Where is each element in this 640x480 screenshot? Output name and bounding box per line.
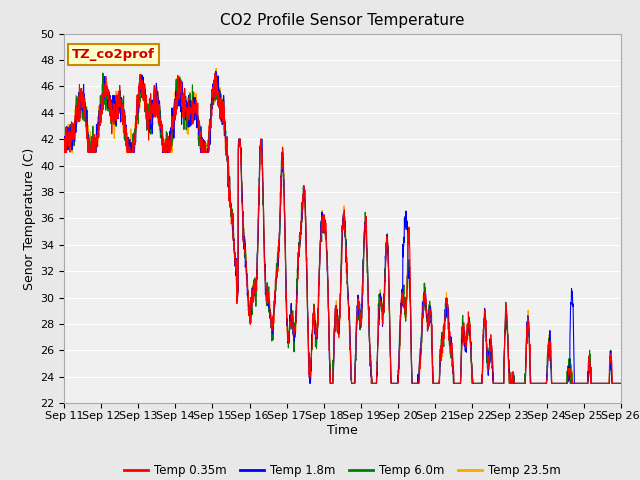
- Temp 6.0m: [584, 381, 591, 386]
- Temp 1.8m: [60, 143, 68, 148]
- Temp 1.8m: [584, 381, 591, 386]
- Temp 6.0m: [371, 381, 379, 386]
- Temp 0.35m: [216, 104, 223, 110]
- Temp 1.8m: [568, 293, 576, 299]
- Temp 23.5m: [505, 366, 513, 372]
- Temp 23.5m: [326, 381, 334, 386]
- Temp 6.0m: [359, 275, 367, 280]
- Temp 1.8m: [212, 69, 220, 74]
- Temp 1.8m: [306, 381, 314, 386]
- Text: TZ_co2prof: TZ_co2prof: [72, 48, 156, 60]
- Temp 23.5m: [60, 150, 68, 156]
- Temp 23.5m: [212, 65, 220, 71]
- Temp 0.35m: [505, 364, 513, 370]
- Temp 1.8m: [371, 381, 379, 386]
- Temp 0.35m: [211, 71, 219, 76]
- Line: Temp 0.35m: Temp 0.35m: [64, 73, 621, 384]
- Temp 23.5m: [359, 278, 367, 284]
- Temp 0.35m: [584, 381, 591, 386]
- Y-axis label: Senor Temperature (C): Senor Temperature (C): [23, 147, 36, 289]
- Temp 23.5m: [568, 368, 576, 373]
- Title: CO2 Profile Sensor Temperature: CO2 Profile Sensor Temperature: [220, 13, 465, 28]
- Temp 6.0m: [216, 96, 223, 102]
- Temp 1.8m: [359, 270, 367, 276]
- Temp 6.0m: [60, 143, 68, 149]
- Temp 6.0m: [568, 381, 576, 386]
- Temp 0.35m: [60, 150, 68, 156]
- Legend: Temp 0.35m, Temp 1.8m, Temp 6.0m, Temp 23.5m: Temp 0.35m, Temp 1.8m, Temp 6.0m, Temp 2…: [119, 459, 566, 480]
- Temp 23.5m: [371, 381, 379, 386]
- Temp 0.35m: [326, 381, 334, 386]
- Temp 6.0m: [326, 381, 334, 386]
- Temp 0.35m: [617, 381, 625, 386]
- Temp 1.8m: [216, 106, 223, 111]
- Line: Temp 6.0m: Temp 6.0m: [64, 73, 621, 384]
- Temp 23.5m: [216, 100, 223, 106]
- Temp 1.8m: [505, 360, 513, 365]
- Line: Temp 1.8m: Temp 1.8m: [64, 72, 621, 384]
- Temp 6.0m: [99, 70, 107, 76]
- Temp 6.0m: [505, 368, 513, 373]
- Temp 6.0m: [617, 381, 625, 386]
- Temp 0.35m: [568, 377, 576, 383]
- X-axis label: Time: Time: [327, 424, 358, 437]
- Temp 0.35m: [359, 274, 367, 279]
- Temp 0.35m: [371, 381, 379, 386]
- Temp 1.8m: [617, 381, 625, 386]
- Temp 23.5m: [584, 381, 591, 386]
- Line: Temp 23.5m: Temp 23.5m: [64, 68, 621, 384]
- Temp 23.5m: [617, 381, 625, 386]
